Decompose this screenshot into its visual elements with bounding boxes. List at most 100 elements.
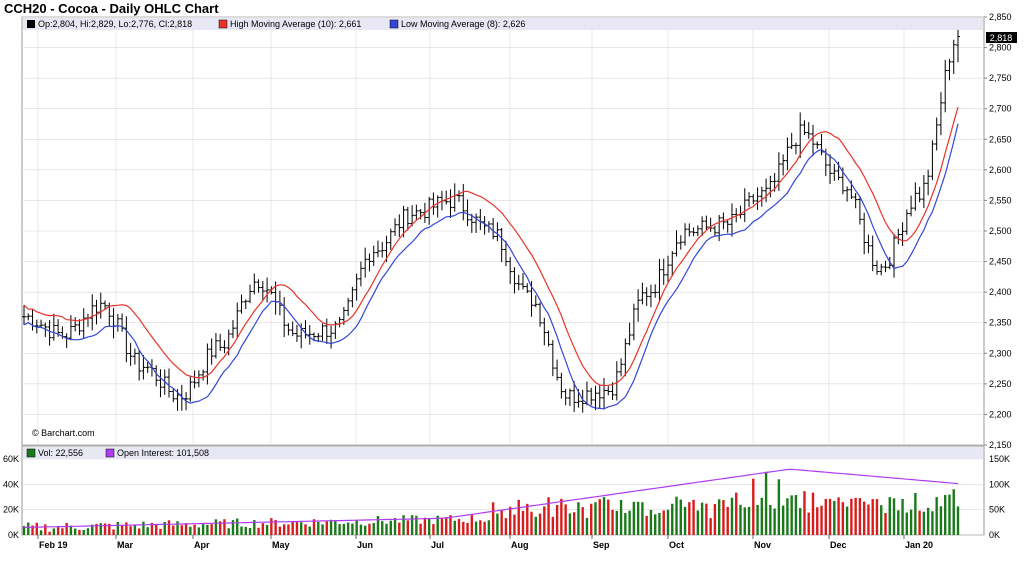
volume-bar	[671, 503, 674, 535]
volume-bar	[355, 519, 358, 535]
price-y-tick-label: 2,600	[989, 165, 1012, 175]
volume-bar	[807, 512, 810, 535]
open-interest-line	[23, 468, 959, 528]
volume-bar	[786, 498, 789, 535]
volume-bar	[717, 499, 721, 535]
volume-bar	[794, 495, 798, 535]
volume-bar	[602, 497, 606, 535]
volume-bar	[931, 511, 934, 535]
volume-bar	[811, 492, 815, 535]
volume-bar	[372, 523, 375, 535]
volume-bar	[692, 499, 695, 535]
price-y-tick-label: 2,800	[989, 43, 1012, 53]
volume-bar	[82, 529, 85, 535]
low-ma-legend-swatch	[389, 19, 399, 29]
volume-bar	[688, 502, 691, 535]
x-tick-label: Nov	[754, 540, 771, 550]
volume-bar	[594, 502, 597, 535]
volume-bar	[619, 500, 623, 535]
volume-bar	[142, 521, 145, 535]
volume-bar	[658, 512, 661, 535]
volume-bar	[308, 526, 311, 535]
volume-bar	[837, 497, 840, 535]
volume-bar	[261, 523, 265, 535]
oi-legend-swatch	[105, 448, 115, 458]
volume-bar	[470, 515, 474, 535]
volume-bars	[22, 471, 960, 535]
open-interest-y-tick-label: 100K	[989, 479, 1010, 489]
volume-bar	[577, 502, 580, 535]
volume-bar	[282, 524, 286, 535]
volume-bar	[257, 527, 260, 535]
price-y-tick-label: 2,700	[989, 104, 1012, 114]
volume-bar	[274, 520, 277, 535]
volume-bar	[78, 529, 81, 535]
volume-bar	[666, 509, 670, 535]
volume-bar	[218, 521, 222, 535]
volume-bar	[683, 506, 687, 535]
oi-legend-text: Open Interest: 101,508	[117, 448, 209, 458]
volume-bar	[457, 518, 461, 535]
volume-bar	[752, 478, 755, 535]
volume-bar	[197, 527, 201, 535]
x-tick-label: Oct	[669, 540, 684, 550]
volume-panel-frame	[21, 445, 985, 536]
volume-bar	[342, 523, 346, 535]
volume-y-axis-left: 0K 20K 40K 60K	[3, 454, 19, 540]
volume-bar	[415, 515, 418, 535]
volume-bar	[223, 519, 226, 535]
volume-bar	[756, 505, 759, 535]
volume-bar	[321, 524, 324, 535]
volume-bar	[564, 504, 567, 535]
volume-bar	[504, 518, 508, 535]
volume-y-tick-label: 40K	[3, 479, 19, 489]
volume-bar	[491, 502, 495, 535]
volume-bar	[393, 518, 397, 535]
volume-bar	[406, 520, 410, 535]
price-legend-band	[23, 18, 983, 30]
open-interest-y-tick-label: 50K	[989, 505, 1005, 515]
volume-bar	[585, 517, 589, 535]
volume-bar	[948, 494, 951, 535]
volume-bar	[530, 511, 533, 535]
volume-bar	[679, 499, 682, 535]
volume-bar	[901, 498, 904, 535]
volume-bar	[850, 498, 853, 535]
chart-title: CCH20 - Cocoa - Daily OHLC Chart	[4, 1, 219, 16]
volume-bar	[628, 510, 631, 535]
x-tick-label: Feb 19	[39, 540, 68, 550]
volume-bar	[189, 526, 192, 535]
volume-bar	[432, 524, 435, 535]
volume-bar	[521, 510, 525, 535]
volume-bar	[176, 521, 179, 535]
volume-bar	[645, 515, 648, 535]
volume-bar	[69, 525, 73, 535]
price-panel: 2,150 2,200 2,250 2,300 2,350 2,400 2,450 2,500…	[21, 12, 1017, 450]
volume-bar	[483, 521, 486, 535]
volume-bar	[905, 512, 909, 535]
vol-legend-swatch	[26, 448, 36, 458]
volume-bar	[632, 501, 636, 535]
volume-bar	[423, 517, 427, 535]
volume-bar	[368, 523, 371, 535]
volume-bar	[436, 515, 439, 535]
volume-bar	[572, 512, 576, 535]
volume-bar	[555, 504, 559, 535]
volume-bar	[291, 521, 294, 535]
volume-bar	[615, 510, 619, 535]
volume-legend-band	[23, 447, 983, 459]
volume-bar	[841, 502, 845, 535]
volume-bar	[935, 497, 938, 535]
volume-bar	[713, 503, 717, 535]
volume-bar	[487, 520, 491, 535]
volume-bar	[636, 501, 640, 535]
price-y-tick-label: 2,150	[989, 440, 1012, 450]
volume-bar	[206, 524, 209, 535]
volume-bar	[730, 497, 734, 535]
volume-bar	[329, 519, 333, 535]
volume-bar	[862, 501, 866, 535]
x-tick-label: Mar	[117, 540, 134, 550]
volume-bar	[265, 524, 269, 535]
volume-bar	[167, 520, 171, 535]
volume-bar	[61, 528, 64, 535]
